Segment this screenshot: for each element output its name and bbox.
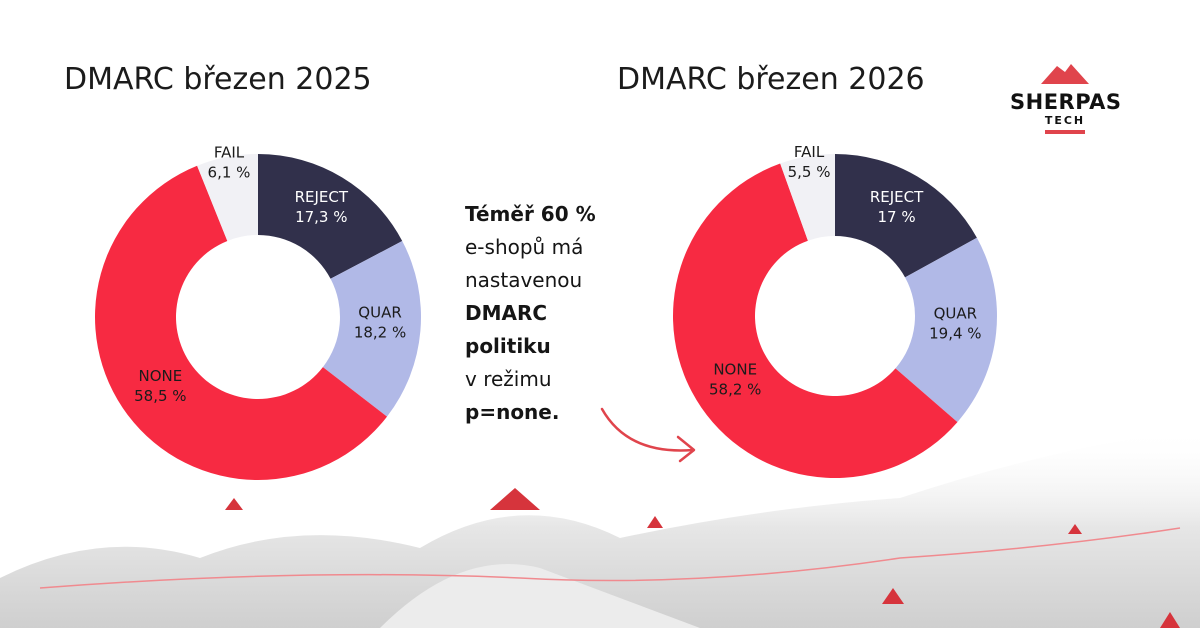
donut-slice-none	[95, 165, 388, 481]
sherpas-tech-logo: SHERPAS TECH	[1010, 62, 1122, 134]
mountain-logo-icon	[1041, 64, 1089, 84]
slice-value-label: 6,1 %	[208, 163, 251, 181]
peak-marker	[647, 516, 663, 528]
peak-marker	[1068, 524, 1082, 534]
donut-slice-fail	[780, 154, 835, 241]
donut-slice-reject	[258, 154, 403, 279]
callout-line: Téměř 60 %	[465, 202, 596, 226]
callout-line: v režimu	[465, 367, 552, 391]
slice-category-label: QUAR	[358, 304, 401, 322]
logo-underline	[1045, 130, 1085, 134]
slice-value-label: 58,5 %	[134, 387, 186, 405]
callout-line: politiku	[465, 334, 551, 358]
chart-title-2026: DMARC březen 2026	[617, 62, 925, 97]
donut-slice-quar	[895, 237, 997, 423]
slice-category-label: REJECT	[295, 188, 349, 206]
slice-category-label: NONE	[138, 367, 182, 385]
donut-slice-quar	[322, 241, 421, 417]
logo-sub: TECH	[1044, 114, 1086, 127]
callout-line: DMARC	[465, 301, 548, 325]
donut-slice-none	[673, 163, 958, 478]
slice-value-label: 18,2 %	[354, 324, 406, 342]
callout-text: Téměř 60 % e-shopů má nastavenou DMARC p…	[465, 198, 596, 429]
chart-title-2025: DMARC březen 2025	[64, 62, 372, 97]
slice-value-label: 17,3 %	[295, 208, 347, 226]
slice-value-label: 19,4 %	[929, 325, 981, 343]
slice-value-label: 17 %	[877, 208, 915, 226]
logo-name: SHERPAS	[1010, 90, 1122, 114]
callout-line: e-shopů má	[465, 235, 584, 259]
donut-slice-reject	[835, 154, 977, 278]
peak-marker	[1160, 612, 1180, 628]
callout-line: nastavenou	[465, 268, 583, 292]
slice-category-label: FAIL	[214, 143, 245, 161]
slice-value-label: 5,5 %	[788, 163, 831, 181]
peak-marker	[225, 498, 243, 510]
slice-value-label: 58,2 %	[709, 380, 761, 398]
slice-category-label: QUAR	[934, 305, 977, 323]
slice-category-label: FAIL	[794, 143, 825, 161]
terrain-background	[0, 428, 1200, 628]
peak-marker	[882, 588, 904, 604]
slice-category-label: NONE	[713, 360, 757, 378]
donut-slice-fail	[197, 154, 258, 241]
arrow-icon	[600, 407, 696, 463]
callout-line: p=none.	[465, 400, 560, 424]
slice-category-label: REJECT	[870, 188, 924, 206]
peak-marker	[490, 488, 540, 510]
